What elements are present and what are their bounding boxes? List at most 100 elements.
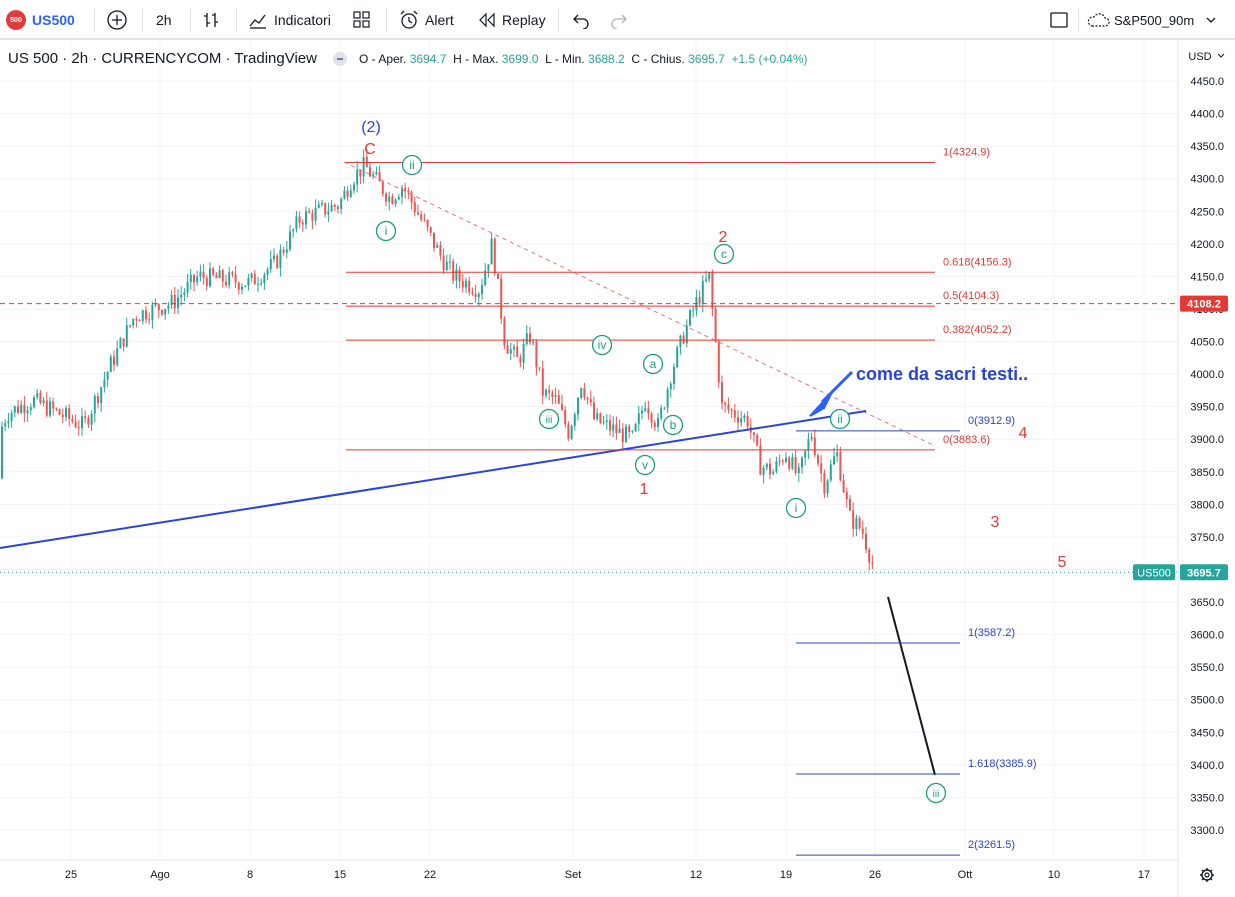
candle-body <box>167 305 170 309</box>
candle-body <box>465 280 467 288</box>
status-icon[interactable] <box>332 51 347 66</box>
fib-level-label: 1.618(3385.9) <box>968 758 1037 770</box>
candle-body <box>196 276 199 283</box>
downtrend-line[interactable] <box>343 161 936 447</box>
currency-selector[interactable]: USD <box>1188 51 1211 63</box>
candle-body <box>436 245 439 248</box>
interval-label: 2h <box>156 12 172 28</box>
candle-body <box>26 410 29 414</box>
fib-extension-blue[interactable]: 0(3912.9) 1(3587.2) 1.618(3385.9) 2(3261.5) <box>796 415 1037 856</box>
candle-body <box>660 408 663 419</box>
candle-body <box>509 349 512 354</box>
compare-button[interactable] <box>106 0 128 40</box>
candle-body <box>385 193 387 202</box>
time-axis[interactable]: 25 Ago 8 15 22 Set 12 19 26 Ott 10 17 <box>65 869 1150 881</box>
wave-circle <box>401 154 423 176</box>
low-label: L - Min. <box>545 51 585 66</box>
candle-body <box>545 389 547 396</box>
price-tick-label: 3450.0 <box>1190 727 1224 739</box>
candle-body <box>759 445 762 475</box>
candle-body <box>794 456 797 473</box>
candle-body <box>391 196 394 204</box>
fib-retracement-red[interactable]: 1(4324.9) 0.618(4156.3) 0.5(4104.3) 0.382(4… <box>346 146 1012 451</box>
cloud-icon <box>1086 11 1110 29</box>
candle-body <box>829 464 832 481</box>
wave-label-red: C <box>364 141 376 158</box>
candle-body <box>289 231 291 250</box>
projection-line[interactable] <box>887 596 936 776</box>
candle-body <box>765 463 768 468</box>
price-tick-label: 3350.0 <box>1190 792 1224 804</box>
toolbar-divider <box>236 8 237 32</box>
indicators-button[interactable]: Indicatori <box>248 0 331 40</box>
undo-button[interactable] <box>572 0 590 40</box>
candle-body <box>151 304 154 321</box>
symbol-tag-bg <box>1133 564 1175 581</box>
candle-body <box>433 232 435 248</box>
candle-body <box>282 249 285 253</box>
candle-body <box>657 418 659 427</box>
fullscreen-button[interactable] <box>1048 0 1070 40</box>
candle-body <box>324 202 327 215</box>
candle-body <box>711 272 714 309</box>
candle-body <box>305 211 307 225</box>
fib-level-label: 0.5(4104.3) <box>943 290 999 302</box>
candle-body <box>586 397 589 400</box>
candle-body <box>138 320 141 322</box>
layout-menu[interactable]: S&P500_90m <box>1086 0 1216 40</box>
wave-label-circled: ii <box>837 412 842 426</box>
candle-body <box>599 413 602 424</box>
candle-body <box>164 308 167 315</box>
candle-body <box>529 333 531 343</box>
alert-price-tag[interactable]: 4108.2 <box>1180 295 1228 312</box>
candle-body <box>285 249 288 253</box>
candle-body <box>669 383 672 390</box>
candle-body <box>804 450 807 458</box>
price-chart[interactable]: come da sacri testi.. 1(4324.9) 0.618(415… <box>0 40 1235 897</box>
candle-body <box>573 414 576 426</box>
candle-body <box>362 156 365 177</box>
candle-body <box>753 432 755 435</box>
price-axis[interactable]: 4450.0 4400.0 4350.0 4300.0 4250.0 4200.0 4150… <box>1190 76 1224 837</box>
candle-body <box>519 357 522 363</box>
candle-body <box>189 274 192 283</box>
candle-body <box>397 196 400 200</box>
layouts-button[interactable] <box>352 0 372 40</box>
candle-body <box>273 255 275 260</box>
candle-body <box>378 172 381 182</box>
candle-body <box>100 387 103 404</box>
candle-body <box>58 409 61 415</box>
candle-body <box>468 280 471 293</box>
replay-button[interactable]: Replay <box>478 0 546 40</box>
candle-body <box>353 184 355 191</box>
wave-circle <box>375 220 397 242</box>
price-tick-label: 4400.0 <box>1190 109 1224 121</box>
candle-body <box>820 463 823 474</box>
symbol-name: US500 <box>32 12 75 28</box>
wave-circle <box>591 334 613 356</box>
chart-title[interactable]: US 500 · 2h · CURRENCYCOM · TradingView <box>8 50 317 67</box>
candle-body <box>865 533 867 550</box>
candle-body <box>532 341 535 343</box>
fib-level-label: 0.618(4156.3) <box>943 256 1012 268</box>
candle-body <box>337 206 339 209</box>
redo-button[interactable] <box>610 0 628 40</box>
time-tick-label: 19 <box>780 869 792 881</box>
candle-body <box>186 282 189 293</box>
candle-body <box>833 456 835 465</box>
chart-type-button[interactable] <box>202 0 222 40</box>
symbol-search[interactable]: 500 US500 <box>6 0 75 40</box>
trend-line[interactable] <box>0 410 867 549</box>
candle-body <box>141 310 144 321</box>
indicators-label: Indicatori <box>274 12 331 28</box>
settings-gear-icon[interactable] <box>1200 868 1214 882</box>
candle-body <box>215 274 218 279</box>
candle-body <box>340 198 343 209</box>
candle-body <box>343 190 346 199</box>
interval-button[interactable]: 2h <box>156 0 172 40</box>
time-tick-label: 26 <box>869 869 881 881</box>
candle-body <box>10 412 13 421</box>
candle-body <box>330 205 333 212</box>
alert-button[interactable]: Alert <box>398 0 454 40</box>
